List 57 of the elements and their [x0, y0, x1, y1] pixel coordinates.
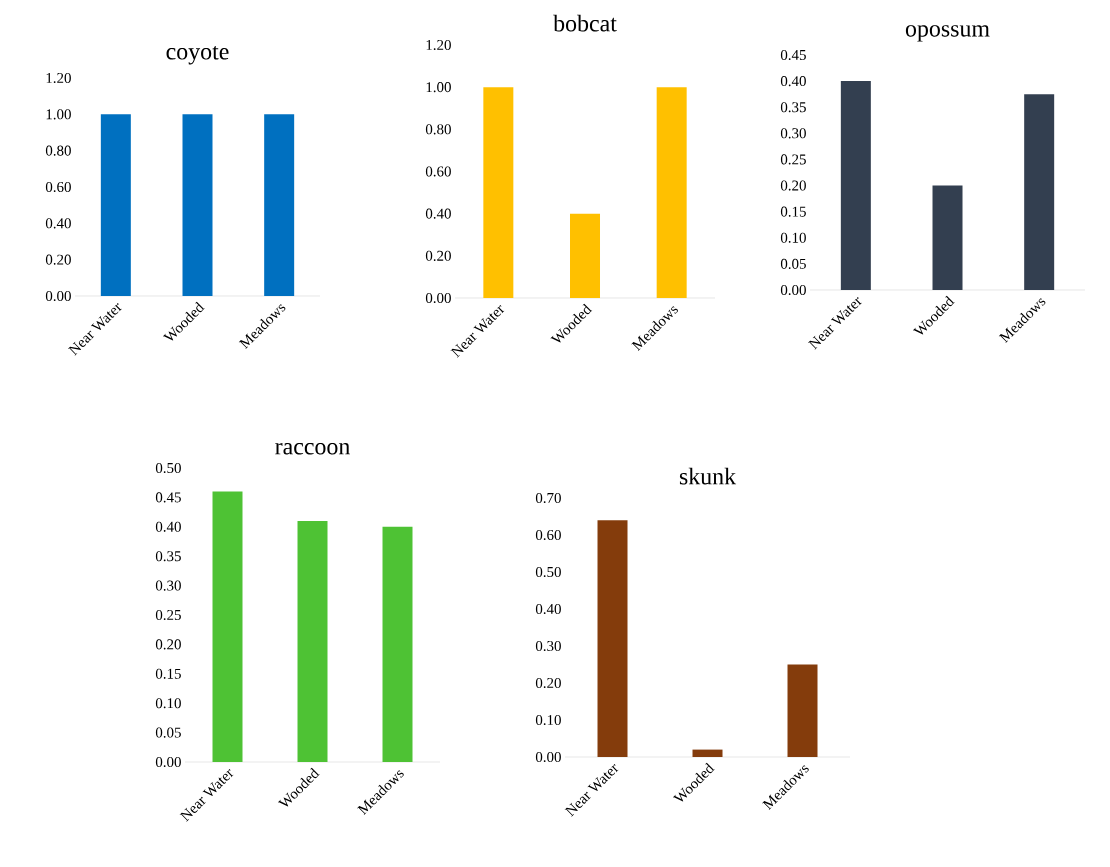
- y-tick-label: 0.80: [45, 145, 71, 156]
- y-tick-label: 0.10: [780, 232, 806, 243]
- bar: [382, 526, 413, 762]
- chart-title: skunk: [679, 467, 737, 485]
- y-tick-label: 0.00: [780, 284, 806, 296]
- y-tick-label: 0.60: [425, 166, 451, 177]
- y-tick-label: 0.40: [780, 76, 806, 87]
- bar: [787, 664, 818, 757]
- y-tick-label: 0.00: [45, 290, 71, 302]
- bar: [692, 749, 723, 757]
- bar: [212, 491, 243, 762]
- y-tick-label: 0.05: [780, 258, 806, 269]
- bar: [840, 81, 871, 290]
- y-tick-label: 0.70: [535, 492, 561, 504]
- y-tick-label: 1.00: [46, 109, 71, 120]
- y-tick-label: 1.20: [426, 39, 451, 51]
- chart-title: opossum: [905, 25, 990, 42]
- y-tick-label: 0.25: [155, 609, 181, 621]
- y-tick-label: 0.20: [425, 250, 451, 261]
- y-tick-label: 0.40: [45, 218, 71, 229]
- y-tick-label: 0.30: [155, 580, 181, 591]
- chart-title: raccoon: [275, 443, 350, 455]
- y-tick-label: 0.45: [780, 49, 806, 61]
- y-tick-label: 0.50: [155, 462, 181, 474]
- bar: [932, 185, 963, 290]
- bar: [597, 520, 628, 757]
- y-tick-label: 0.15: [780, 206, 806, 217]
- bar: [1024, 94, 1055, 290]
- y-tick-label: 0.60: [535, 529, 561, 541]
- y-tick-label: 0.45: [155, 492, 181, 503]
- y-tick-label: 0.20: [155, 639, 181, 650]
- y-tick-label: 0.80: [425, 124, 451, 135]
- y-tick-label: 0.40: [155, 521, 181, 532]
- y-tick-label: 0.00: [155, 756, 181, 768]
- y-tick-label: 0.30: [535, 640, 561, 652]
- y-tick-label: 0.00: [535, 751, 561, 763]
- y-tick-label: 0.20: [780, 180, 806, 191]
- y-tick-label: 0.10: [535, 714, 561, 726]
- y-tick-label: 0.20: [45, 254, 71, 265]
- y-tick-label: 1.20: [46, 72, 71, 84]
- y-tick-label: 0.35: [780, 102, 806, 113]
- y-tick-label: 0.60: [45, 181, 71, 193]
- y-tick-label: 0.10: [155, 698, 181, 709]
- y-tick-label: 1.00: [426, 82, 451, 93]
- y-tick-label: 0.30: [780, 128, 806, 139]
- y-tick-label: 0.40: [425, 208, 451, 219]
- chart-title: bobcat: [553, 14, 617, 32]
- y-tick-label: 0.00: [425, 292, 451, 304]
- chart-title: coyote: [166, 45, 229, 65]
- y-tick-label: 0.40: [535, 603, 561, 615]
- y-tick-label: 0.25: [780, 154, 806, 165]
- y-tick-label: 0.15: [155, 668, 181, 679]
- y-tick-label: 0.05: [155, 727, 181, 738]
- y-tick-label: 0.35: [155, 551, 181, 562]
- bar: [297, 520, 328, 762]
- y-tick-label: 0.50: [535, 566, 561, 578]
- y-tick-label: 0.20: [535, 677, 561, 689]
